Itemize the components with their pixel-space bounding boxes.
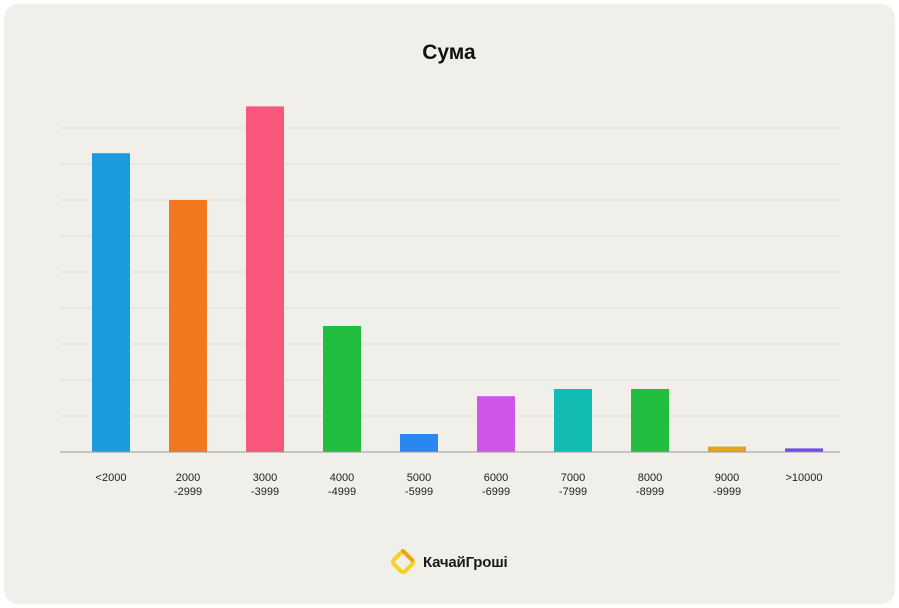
x-tick-label-line: -8999: [636, 486, 664, 498]
x-tick-label: 2000 -2999: [174, 472, 202, 498]
bar: [785, 448, 823, 452]
x-tick-label-line: -9999: [713, 486, 741, 498]
bar: [477, 396, 515, 452]
x-tick-label: 7000 -7999: [559, 472, 587, 498]
bar: [92, 153, 130, 452]
x-tick-label-line: 6000: [484, 472, 508, 484]
x-tick-labels: <2000 2000 -2999 3000 -3999 4000 -4999 5000 -599…: [96, 472, 823, 498]
brand-logo: КачайГроші: [389, 548, 508, 576]
diamond-logo-icon: [390, 549, 416, 575]
x-tick-label-line: -6999: [482, 486, 510, 498]
x-tick-label: 6000 -6999: [482, 472, 510, 498]
x-tick-label-line: -7999: [559, 486, 587, 498]
x-tick-label-line: -5999: [405, 486, 433, 498]
bar: [323, 326, 361, 452]
x-tick-label-line: -3999: [251, 486, 279, 498]
x-tick-label: <2000: [96, 472, 127, 484]
brand-name: КачайГроші: [423, 553, 508, 571]
bar: [169, 200, 207, 452]
x-tick-label: 4000 -4999: [328, 472, 356, 498]
x-tick-label-line: 7000: [561, 472, 585, 484]
x-tick-label-line: -4999: [328, 486, 356, 498]
x-tick-label-line: 4000: [330, 472, 354, 484]
bar: [246, 106, 284, 453]
x-tick-label: 8000 -8999: [636, 472, 664, 498]
x-tick-label: 5000 -5999: [405, 472, 433, 498]
x-tick-label-line: 3000: [253, 472, 277, 484]
bar: [400, 434, 438, 452]
bar: [554, 389, 592, 452]
x-tick-label-line: <2000: [96, 472, 127, 484]
x-tick-label: 3000 -3999: [251, 472, 279, 498]
x-tick-label: 9000 -9999: [713, 472, 741, 498]
bar: [708, 446, 746, 452]
chart-title: Сума: [422, 41, 476, 64]
bars: [92, 106, 823, 453]
x-tick-label-line: 5000: [407, 472, 431, 484]
chart-card: [4, 4, 895, 604]
x-tick-label-line: 9000: [715, 472, 739, 484]
x-tick-label-line: 2000: [176, 472, 200, 484]
x-tick-label-line: -2999: [174, 486, 202, 498]
x-tick-label-line: 8000: [638, 472, 662, 484]
bar: [631, 389, 669, 452]
x-tick-label: >10000: [785, 472, 822, 484]
x-tick-label-line: >10000: [785, 472, 822, 484]
